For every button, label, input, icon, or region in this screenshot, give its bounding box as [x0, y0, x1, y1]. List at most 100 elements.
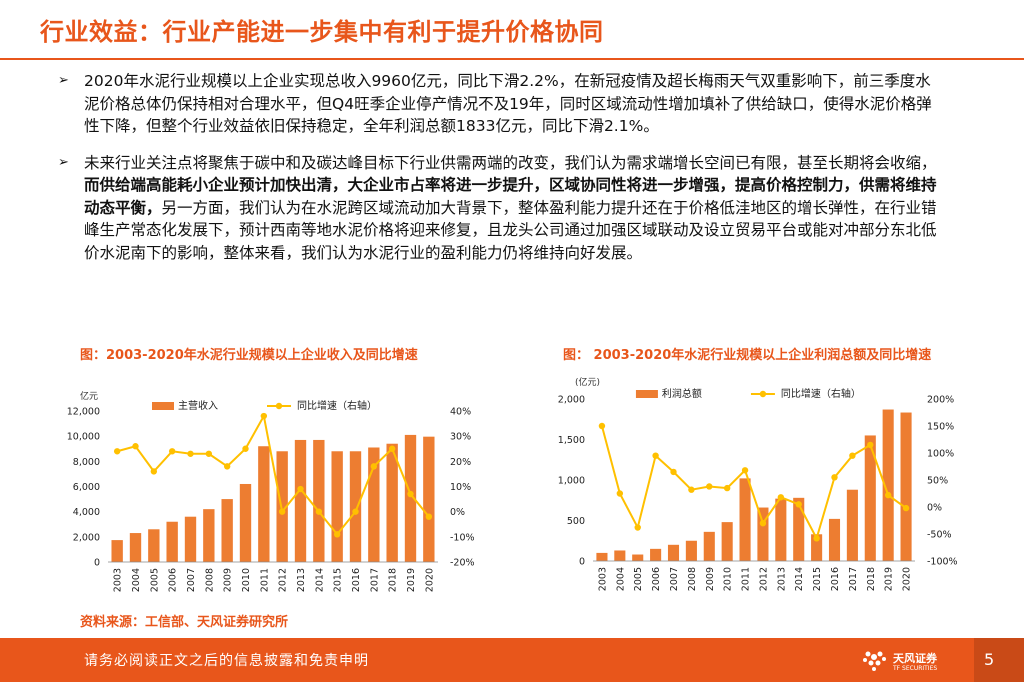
- x-tick-label: 2017: [369, 568, 380, 592]
- bar: [828, 518, 841, 561]
- legend-label-bar: 利润总额: [662, 387, 702, 400]
- bullet-text: 2020年水泥行业规模以上企业实现总收入9960亿元，同比下滑2.2%，在新冠疫…: [84, 72, 932, 135]
- growth-point: [352, 508, 359, 515]
- growth-point: [867, 441, 874, 449]
- bar: [313, 439, 325, 562]
- growth-point: [902, 504, 910, 512]
- bar: [423, 436, 435, 562]
- bar: [793, 497, 805, 561]
- y-tick-label: 500: [567, 516, 585, 527]
- x-tick-label: 2014: [794, 567, 805, 591]
- bullet-arrow-icon: ➢: [58, 154, 69, 170]
- bar: [864, 435, 876, 561]
- bar: [614, 550, 626, 561]
- x-tick-label: 2008: [687, 567, 698, 591]
- growth-point: [113, 448, 121, 455]
- growth-line: [600, 425, 907, 541]
- growth-point: [407, 490, 414, 498]
- growth-point: [598, 422, 606, 430]
- x-tick-label: 2009: [223, 568, 234, 592]
- bar: [650, 548, 662, 561]
- y2-tick-label: 40%: [450, 407, 471, 418]
- x-tick-label: 2014: [314, 568, 325, 592]
- bar: [129, 533, 142, 562]
- x-tick-label: 2013: [776, 567, 787, 591]
- growth-point: [425, 513, 433, 520]
- growth-point: [260, 412, 268, 420]
- x-tick-label: 2016: [830, 567, 841, 591]
- bar: [111, 540, 123, 562]
- growth-point: [315, 508, 323, 515]
- y2-tick-label: 0%: [450, 507, 465, 518]
- growth-point: [333, 531, 341, 538]
- bar: [632, 554, 644, 561]
- growth-point: [759, 520, 767, 527]
- growth-point: [670, 468, 677, 476]
- bar: [404, 434, 417, 562]
- y-tick-label: 1,000: [558, 476, 585, 487]
- x-tick-label: 2006: [168, 568, 179, 592]
- bar: [148, 529, 160, 562]
- y2-tick-label: -20%: [450, 558, 475, 569]
- x-tick-label: 2020: [424, 568, 435, 592]
- growth-point: [706, 483, 713, 490]
- bar: [846, 489, 858, 561]
- x-tick-label: 2006: [651, 567, 662, 591]
- x-tick-label: 2010: [723, 567, 734, 591]
- bar: [166, 521, 178, 562]
- bar: [596, 552, 608, 561]
- company-logo-icon: [863, 651, 886, 671]
- growth-point: [723, 484, 731, 492]
- x-tick-label: 2004: [615, 567, 626, 591]
- profit-chart: (亿元) 0 500 1,000 1,500 2,000 -100% -50% 0% 50% 100…: [558, 376, 958, 591]
- y2-tick-label: 150%: [927, 422, 954, 433]
- bar: [239, 483, 252, 562]
- x-tick-label: 2015: [812, 567, 823, 591]
- page-number: 5: [984, 650, 995, 669]
- growth-point: [884, 491, 892, 499]
- y2-tick-label: -50%: [927, 530, 952, 541]
- legend-label-bar: 主营收入: [178, 399, 218, 412]
- y2-tick-label: 20%: [450, 457, 471, 468]
- y-tick-label: 0: [579, 557, 585, 568]
- disclaimer-text[interactable]: 请务必阅读正文之后的信息披露和免责申明: [84, 653, 369, 669]
- growth-point: [616, 490, 624, 497]
- y-tick-label: 1,500: [558, 435, 585, 446]
- growth-point: [150, 468, 158, 475]
- page-title: 行业效益：行业产能进一步集中有利于提升价格协同: [40, 18, 604, 46]
- legend-label-line: 同比增速（右轴）: [297, 399, 377, 412]
- growth-point: [795, 501, 802, 508]
- bar: [331, 451, 343, 562]
- legend-swatch-point: [759, 390, 767, 398]
- growth-point: [741, 467, 749, 474]
- revenue-chart: 亿元 0 2,000 4,000 6,000 8,000 10,000 12,000 -20% -…: [67, 390, 475, 592]
- y-axis-unit-label: 亿元: [80, 390, 98, 402]
- growth-point: [849, 452, 856, 459]
- growth-point: [297, 485, 304, 493]
- growth-point: [242, 445, 249, 452]
- growth-point: [132, 443, 139, 450]
- y-tick-label: 6,000: [73, 482, 100, 493]
- x-tick-label: 2011: [259, 568, 270, 592]
- footer-bar: [0, 638, 1024, 682]
- growth-point: [168, 448, 176, 455]
- growth-point: [831, 474, 838, 481]
- growth-point: [370, 463, 378, 470]
- x-tick-label: 2004: [131, 568, 142, 592]
- growth-point: [205, 450, 213, 457]
- y-tick-label: 2,000: [558, 395, 585, 406]
- y2-tick-label: -10%: [450, 532, 475, 543]
- growth-point: [634, 524, 641, 531]
- legend-swatch-bar: [152, 402, 174, 410]
- growth-line: [116, 413, 430, 536]
- bar: [667, 544, 680, 561]
- x-tick-label: 2009: [705, 567, 716, 591]
- y2-tick-label: -100%: [927, 557, 958, 568]
- growth-point: [688, 486, 695, 493]
- bullet-list: ➢ 2020年水泥行业规模以上企业实现总收入9960亿元，同比下滑2.2%，在新…: [58, 70, 938, 278]
- x-tick-label: 2018: [388, 568, 399, 592]
- footer-page-block: [974, 638, 1024, 682]
- bullet-text: 另一方面，我们认为在水泥跨区域流动加大背景下，整体盈利能力提升还在于价格低洼地区…: [84, 198, 937, 262]
- bar: [386, 443, 398, 562]
- bar: [775, 498, 787, 561]
